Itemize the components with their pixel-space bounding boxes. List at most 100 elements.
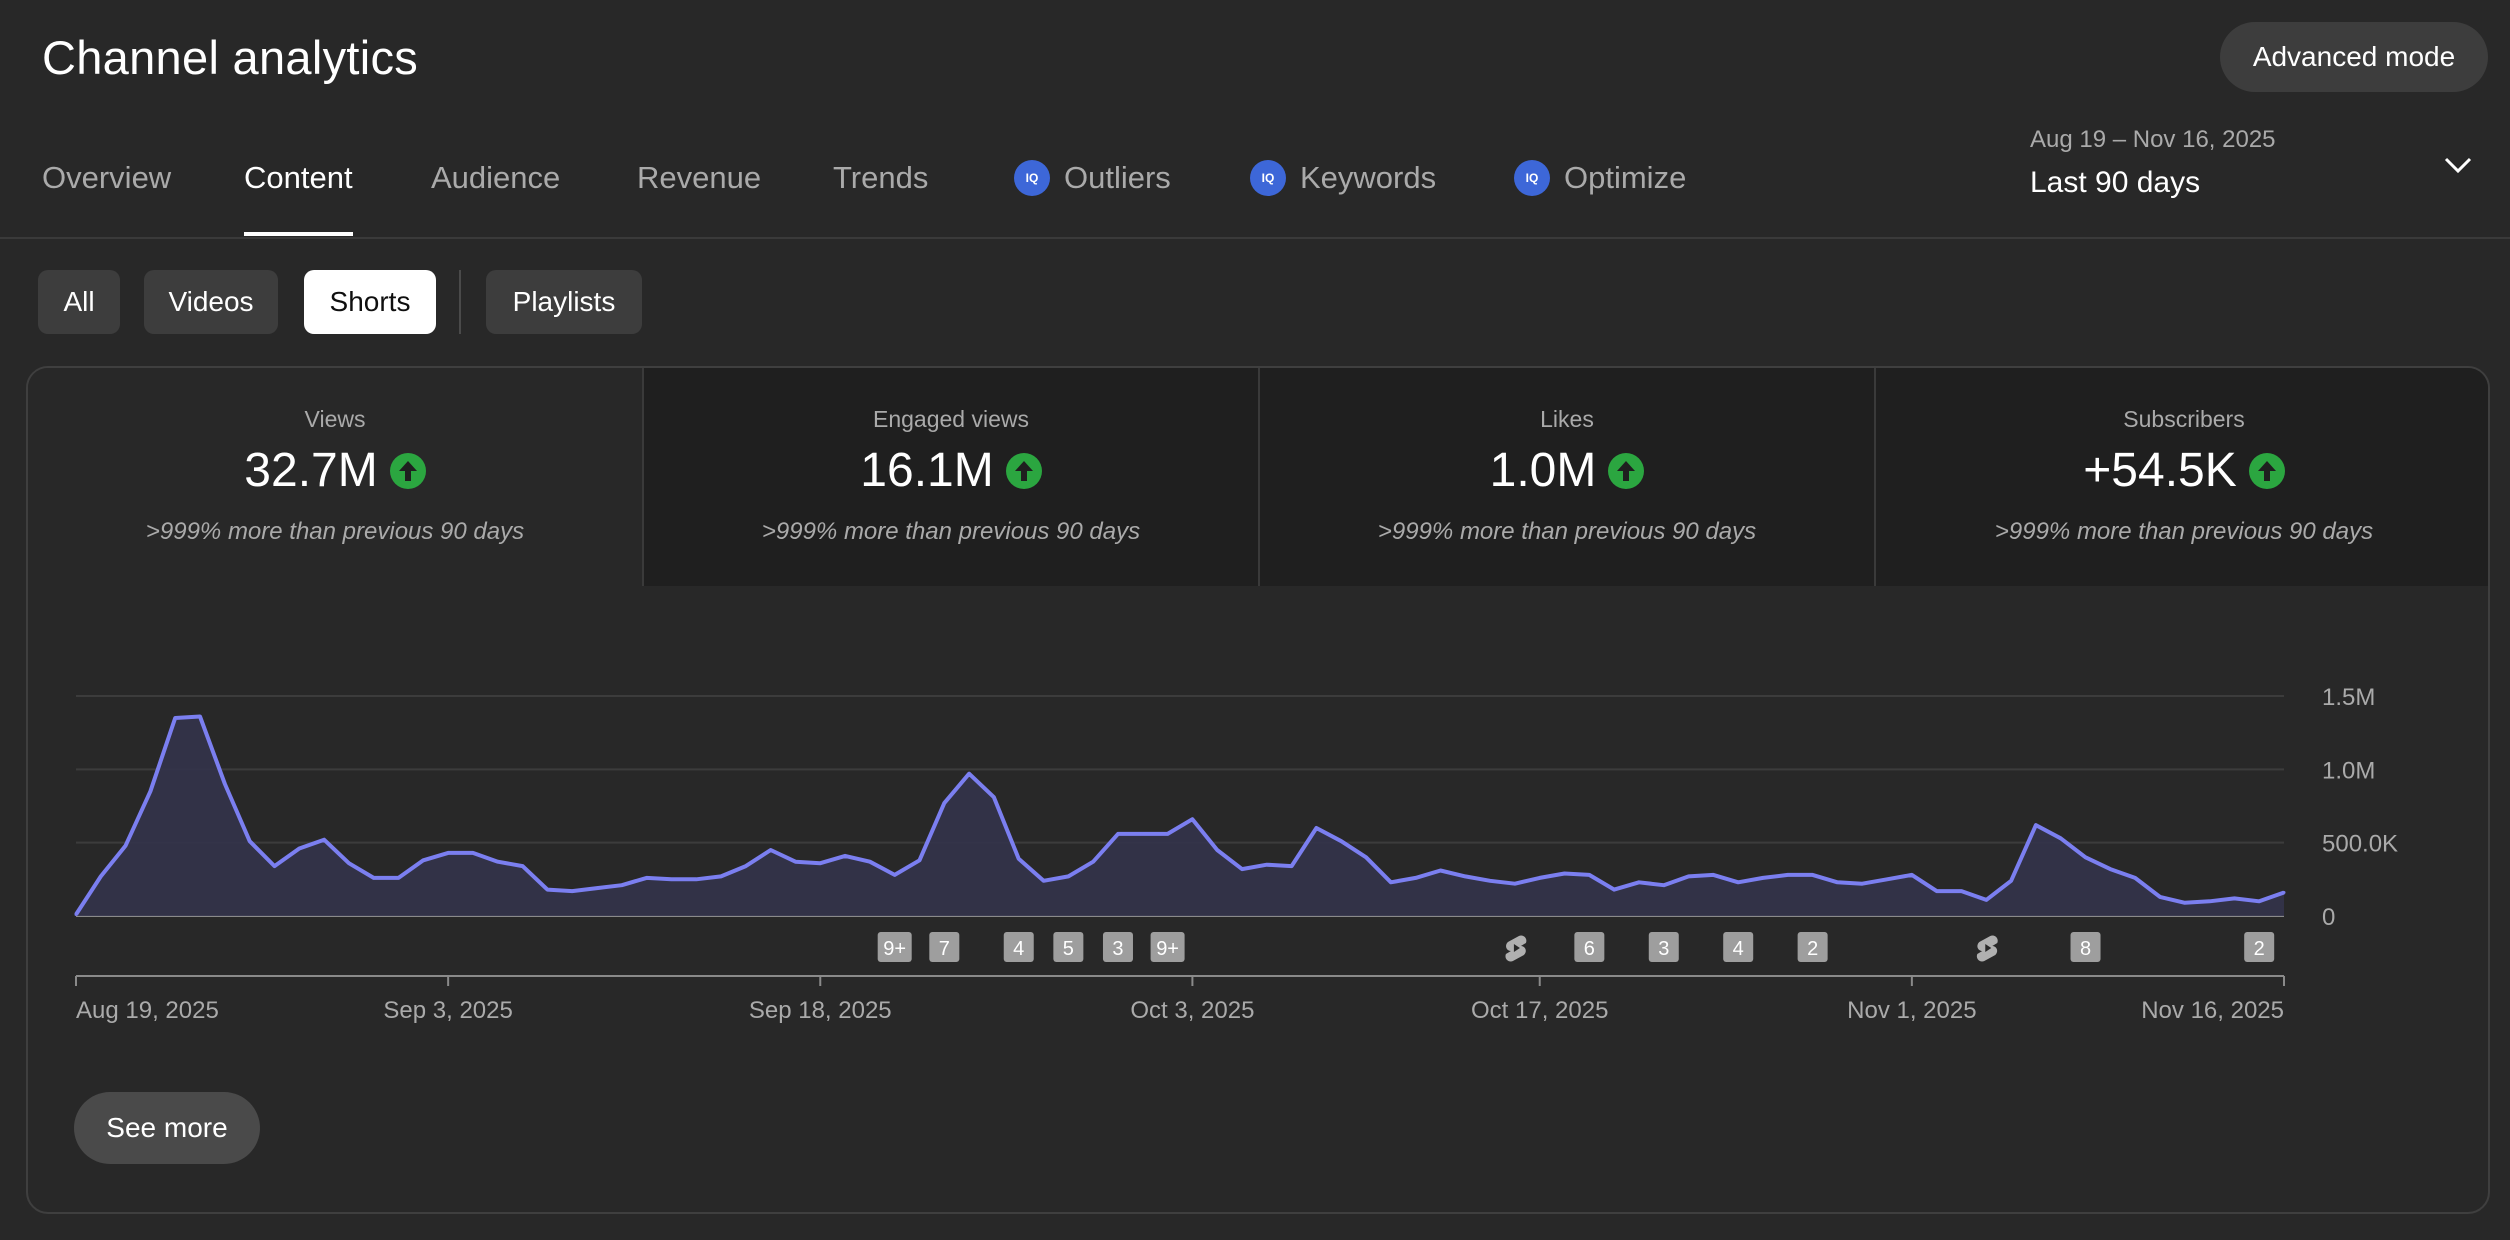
x-tick-label: Oct 3, 2025 <box>1130 997 1254 1024</box>
data-point <box>2133 876 2137 880</box>
filter-chip-shorts[interactable]: Shorts <box>304 270 436 334</box>
y-tick-label: 1.0M <box>2322 757 2375 784</box>
tab-overview[interactable]: Overview <box>42 160 171 238</box>
data-point <box>2183 901 2187 905</box>
iq-badge-icon: IQ <box>1514 160 1550 196</box>
filter-chip-all[interactable]: All <box>38 270 120 334</box>
data-point <box>1488 879 1492 883</box>
data-point <box>1414 876 1418 880</box>
arrow-up-icon <box>2248 452 2285 489</box>
data-point <box>1711 873 1715 877</box>
metric-card-subscribers[interactable]: Subscribers +54.5K >999% more than previ… <box>1876 368 2488 586</box>
metric-value: 32.7M <box>244 444 378 497</box>
metric-value: 16.1M <box>860 444 994 497</box>
data-point <box>1215 848 1219 852</box>
metric-card-likes[interactable]: Likes 1.0M >999% more than previous 90 d… <box>1260 368 1876 586</box>
data-point <box>1563 871 1567 875</box>
tab-keywords[interactable]: IQ Keywords <box>1250 160 1436 238</box>
upload-marker-badge <box>1053 932 1084 962</box>
filter-chip-videos[interactable]: Videos <box>144 270 278 334</box>
tab-label: Keywords <box>1300 160 1437 195</box>
data-point <box>347 861 351 865</box>
x-tick-label: Sep 3, 2025 <box>383 997 512 1024</box>
data-point <box>2232 896 2236 900</box>
data-point <box>1141 832 1145 836</box>
data-point <box>2257 899 2261 903</box>
data-point <box>967 772 971 776</box>
see-more-button[interactable]: See more <box>74 1092 260 1164</box>
tab-trends[interactable]: Trends <box>833 160 928 238</box>
data-point <box>1786 873 1790 877</box>
tab-content[interactable]: Content <box>244 160 353 238</box>
tab-audience[interactable]: Audience <box>431 160 560 238</box>
shorts-icon <box>1976 935 1998 962</box>
data-point <box>669 877 673 881</box>
upload-marker-badge <box>1797 932 1828 962</box>
data-point <box>124 844 128 848</box>
tab-revenue[interactable]: Revenue <box>637 160 761 238</box>
x-tick-label: Sep 18, 2025 <box>749 997 892 1024</box>
data-point <box>198 715 202 719</box>
data-point <box>272 864 276 868</box>
y-tick-label: 500.0K <box>2322 831 2398 858</box>
data-point <box>223 782 227 786</box>
data-point <box>2208 899 2212 903</box>
upload-marker-badge <box>877 932 912 962</box>
data-point <box>471 851 475 855</box>
advanced-mode-button[interactable]: Advanced mode <box>2220 22 2488 92</box>
filter-chip-playlists[interactable]: Playlists <box>486 270 642 334</box>
data-point <box>248 839 252 843</box>
data-point <box>1587 873 1591 877</box>
iq-badge-icon: IQ <box>1250 160 1286 196</box>
metric-card-engaged-views[interactable]: Engaged views 16.1M >999% more than prev… <box>644 368 1260 586</box>
data-point <box>1017 857 1021 861</box>
tab-label: Overview <box>42 160 172 195</box>
metric-note: >999% more than previous 90 days <box>1994 518 2374 545</box>
data-point <box>1463 874 1467 878</box>
metric-value: +54.5K <box>2083 444 2237 497</box>
upload-marker-count: 4 <box>1013 938 1024 960</box>
tab-optimize[interactable]: IQ Optimize <box>1514 160 1686 238</box>
data-point <box>1389 880 1393 884</box>
data-point <box>2059 836 2063 840</box>
upload-marker-badge <box>2070 932 2101 962</box>
data-point <box>868 860 872 864</box>
upload-marker-count: 3 <box>1112 938 1123 960</box>
data-point <box>1687 874 1691 878</box>
data-point <box>843 854 847 858</box>
data-point <box>372 876 376 880</box>
data-point <box>446 851 450 855</box>
y-tick-label: 1.5M <box>2322 684 2375 711</box>
data-point <box>1860 882 1864 886</box>
data-point <box>297 847 301 851</box>
upload-marker-count: 4 <box>1733 938 1744 960</box>
chevron-down-icon[interactable] <box>2440 150 2476 180</box>
data-point <box>1066 874 1070 878</box>
tab-outliers[interactable]: IQ Outliers <box>1014 160 1171 238</box>
upload-marker-count: 8 <box>2080 938 2091 960</box>
metric-value: 1.0M <box>1489 444 1597 497</box>
metric-card-views[interactable]: Views 32.7M >999% more than previous 90 … <box>28 368 644 586</box>
data-point <box>2108 867 2112 871</box>
data-point <box>620 883 624 887</box>
views-area <box>76 716 2284 916</box>
upload-marker-count: 2 <box>1807 938 1818 960</box>
data-point <box>719 874 723 878</box>
tab-label: Audience <box>431 160 561 195</box>
data-point <box>769 848 773 852</box>
data-point <box>1761 876 1765 880</box>
upload-marker-badge <box>1574 932 1605 962</box>
date-range-picker[interactable]: Aug 19 – Nov 16, 2025 Last 90 days <box>2030 126 2276 200</box>
analytics-panel: Views 32.7M >999% more than previous 90 … <box>26 366 2490 1214</box>
data-point <box>1612 888 1616 892</box>
data-point <box>1190 817 1194 821</box>
data-point <box>1339 839 1343 843</box>
date-range-period: Last 90 days <box>2030 166 2201 199</box>
x-tick-label: Aug 19, 2025 <box>76 997 219 1024</box>
data-point <box>1538 876 1542 880</box>
data-point <box>1314 826 1318 830</box>
metric-note: >999% more than previous 90 days <box>145 518 525 545</box>
data-point <box>322 838 326 842</box>
data-point <box>173 716 177 720</box>
